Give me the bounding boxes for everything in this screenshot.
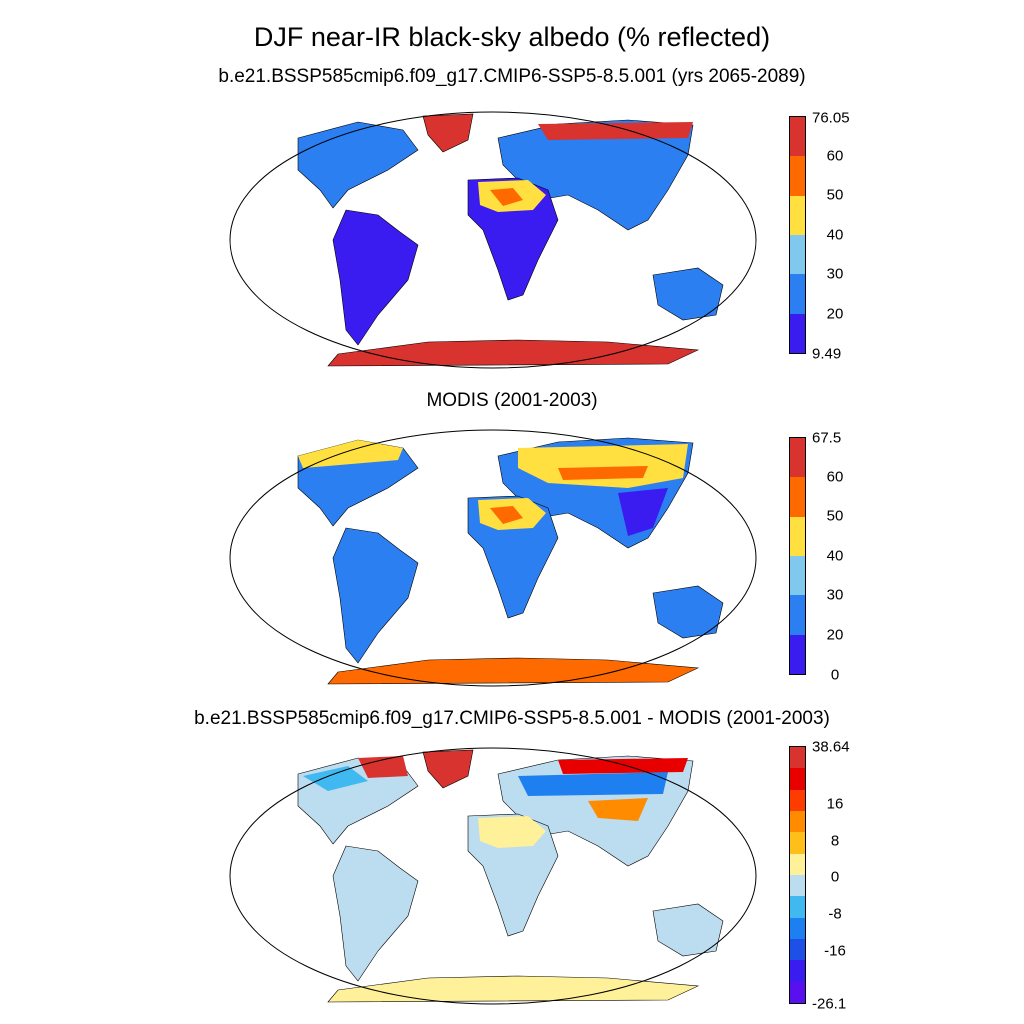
colorbar-swatch	[790, 896, 805, 918]
colorbar-2-tick-label: 60	[826, 468, 844, 486]
colorbar-swatch	[790, 981, 805, 1003]
colorbar-1-tick-label: 40	[826, 226, 844, 244]
colorbar-swatch	[790, 768, 805, 790]
colorbar-swatch	[790, 595, 805, 635]
colorbar-swatch	[790, 234, 805, 275]
colorbar-1-tick-label: 30	[826, 265, 844, 283]
colorbar-swatch	[790, 832, 805, 854]
colorbar-1-tick-label: 20	[826, 305, 844, 323]
colorbar-swatch	[790, 938, 805, 961]
colorbar-swatch	[790, 853, 805, 875]
colorbar-3-max-label: 38.64	[812, 738, 850, 756]
colorbar-swatch	[790, 747, 805, 769]
colorbar-swatch	[790, 156, 805, 196]
colorbar-1-max-label: 76.05	[812, 109, 850, 127]
colorbar-swatch	[790, 917, 805, 939]
colorbar-swatch	[790, 274, 805, 314]
colorbar-3-min-label: -26.1	[812, 995, 847, 1013]
colorbar-1-tick-label: 60	[826, 147, 844, 165]
map-outline	[229, 429, 757, 687]
colorbar-swatch	[790, 634, 805, 674]
colorbar-swatch	[790, 789, 805, 811]
land-mass	[297, 437, 724, 685]
colorbar-swatch	[790, 516, 805, 556]
panel-3-title: b.e21.BSSP585cmip6.f09_g17.CMIP6-SSP5-8.…	[194, 708, 830, 729]
map-outline	[229, 111, 757, 369]
colorbar-swatch	[790, 810, 805, 833]
figure-title: DJF near-IR black-sky albedo (% reflecte…	[253, 22, 771, 52]
colorbar-3-tick-label: 16	[826, 795, 844, 813]
colorbar-swatch	[790, 874, 805, 897]
colorbar-2-tick-label: 20	[826, 626, 844, 644]
colorbar-3	[789, 746, 806, 1004]
colorbar-swatch	[790, 195, 805, 235]
colorbar-1-min-label: 9.49	[812, 345, 842, 363]
colorbar-2-max-label: 67.5	[812, 429, 842, 447]
land-mass	[297, 749, 724, 1003]
panel-1-title: b.e21.BSSP585cmip6.f09_g17.CMIP6-SSP5-8.…	[218, 66, 806, 87]
colorbar-swatch	[790, 117, 805, 157]
colorbar-1	[789, 116, 806, 354]
colorbar-3-tick-label: -8	[828, 905, 842, 923]
panel-2-title: MODIS (2001-2003)	[426, 390, 598, 411]
colorbar-3-tick-label: 0	[830, 868, 840, 886]
colorbar-swatch	[790, 960, 805, 982]
colorbar-3-tick-label: -16	[824, 942, 846, 960]
colorbar-2-tick-label: 50	[826, 507, 844, 525]
colorbar-2-min-label: 0	[830, 666, 840, 684]
colorbar-2-tick-label: 40	[826, 547, 844, 565]
colorbar-swatch	[790, 313, 805, 353]
colorbar-2-tick-label: 30	[826, 586, 844, 604]
colorbar-1-tick-label: 50	[826, 186, 844, 204]
colorbar-3-tick-label: 8	[830, 832, 840, 850]
colorbar-swatch	[790, 477, 805, 517]
map-panel-3	[229, 747, 757, 1005]
colorbar-2	[789, 437, 806, 675]
map-panel-2	[229, 429, 757, 687]
map-panel-1	[229, 111, 757, 369]
colorbar-swatch	[790, 438, 805, 478]
map-outline	[229, 747, 757, 1005]
colorbar-swatch	[790, 555, 805, 596]
land-mass	[297, 113, 724, 367]
